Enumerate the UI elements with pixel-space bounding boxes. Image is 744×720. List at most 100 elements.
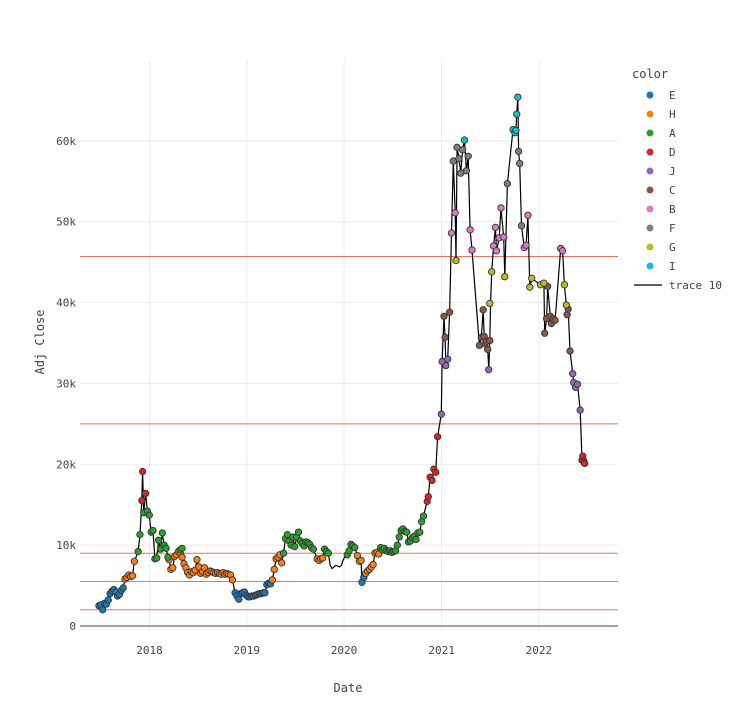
data-point-D bbox=[138, 496, 146, 505]
data-point-A bbox=[149, 526, 157, 535]
x-tick-label: 2019 bbox=[234, 644, 261, 657]
data-point-C bbox=[566, 347, 574, 355]
data-point-C bbox=[484, 345, 492, 354]
data-point-H bbox=[128, 572, 137, 580]
data-point-H bbox=[193, 556, 201, 564]
legend-label: A bbox=[669, 127, 676, 140]
data-point-I bbox=[514, 93, 522, 101]
x-tick-label: 2018 bbox=[136, 644, 163, 657]
legend-label: H bbox=[669, 108, 676, 121]
data-point-B bbox=[500, 233, 508, 241]
trace-10-line bbox=[98, 96, 586, 611]
data-point-B bbox=[558, 247, 567, 255]
legend-label: G bbox=[669, 241, 676, 254]
legend-swatch-G bbox=[646, 243, 654, 251]
data-point-J bbox=[573, 380, 582, 388]
legend-title: color bbox=[632, 67, 668, 81]
legend-label: D bbox=[669, 146, 676, 159]
data-point-A bbox=[403, 528, 411, 536]
data-point-A bbox=[178, 544, 186, 552]
data-point-H bbox=[130, 557, 139, 565]
data-point-J bbox=[485, 366, 493, 374]
data-point-D bbox=[141, 489, 150, 498]
data-point-H bbox=[357, 556, 365, 565]
data-point-A bbox=[345, 547, 353, 555]
data-point-F bbox=[517, 222, 526, 230]
data-point-D bbox=[581, 459, 589, 468]
data-point-J bbox=[569, 370, 577, 378]
data-point-G bbox=[562, 301, 570, 309]
data-point-G bbox=[528, 274, 536, 282]
y-tick-label: 10k bbox=[56, 539, 76, 552]
data-point-A bbox=[134, 547, 142, 556]
legend-swatch-C bbox=[646, 186, 654, 194]
data-point-E bbox=[98, 606, 107, 614]
legend-swatch-E bbox=[646, 91, 654, 99]
data-point-E bbox=[261, 589, 269, 597]
data-point-E bbox=[119, 584, 127, 592]
data-point-H bbox=[169, 564, 177, 572]
data-point-C bbox=[479, 306, 487, 314]
data-point-A bbox=[351, 543, 359, 552]
data-point-A bbox=[158, 529, 166, 537]
y-tick-label: 0 bbox=[69, 620, 76, 633]
legend-swatch-H bbox=[646, 110, 654, 118]
legend-label: B bbox=[669, 203, 676, 216]
data-point-H bbox=[369, 560, 377, 569]
data-point-B bbox=[451, 209, 459, 217]
data-point-D bbox=[424, 492, 432, 501]
data-point-F bbox=[503, 180, 512, 188]
legend-swatch-D bbox=[646, 148, 654, 156]
data-point-C bbox=[486, 336, 494, 345]
data-point-B bbox=[491, 223, 500, 232]
y-axis-title: Adj Close bbox=[33, 309, 47, 374]
legend-label: I bbox=[669, 260, 676, 273]
data-point-A bbox=[393, 541, 402, 549]
data-point-G bbox=[452, 256, 460, 265]
horizontal-reference-lines bbox=[80, 255, 618, 611]
data-point-D bbox=[433, 433, 442, 441]
data-point-B bbox=[524, 211, 532, 219]
y-tick-label: 50k bbox=[56, 216, 76, 229]
data-point-C bbox=[541, 329, 549, 337]
legend-swatch-B bbox=[646, 205, 654, 213]
data-point-F bbox=[455, 154, 463, 163]
data-point-A bbox=[324, 549, 332, 557]
data-point-A bbox=[136, 530, 144, 539]
data-point-J bbox=[442, 361, 450, 370]
data-point-G bbox=[486, 299, 494, 308]
data-point-I bbox=[512, 126, 520, 134]
data-point-G bbox=[488, 268, 496, 276]
legend-swatch-J bbox=[646, 167, 654, 175]
data-point-B bbox=[492, 247, 501, 255]
data-point-A bbox=[154, 536, 163, 544]
data-point-A bbox=[395, 533, 403, 541]
data-point-H bbox=[228, 576, 237, 584]
data-point-A bbox=[145, 511, 153, 519]
y-axis-ticks: 0 10k 20k 30k 40k 50k 60k bbox=[56, 135, 76, 633]
data-point-J bbox=[444, 355, 452, 363]
legend-label: C bbox=[669, 184, 676, 197]
data-point-H bbox=[278, 559, 286, 567]
data-point-H bbox=[268, 576, 277, 584]
data-point-A bbox=[153, 554, 161, 562]
data-point-C bbox=[551, 316, 559, 324]
data-point-A bbox=[294, 528, 303, 536]
data-point-H bbox=[178, 553, 186, 561]
data-point-F bbox=[516, 159, 524, 168]
data-point-D bbox=[428, 476, 436, 485]
data-point-F bbox=[464, 152, 472, 160]
data-point-F bbox=[514, 147, 523, 156]
data-point-G bbox=[540, 279, 548, 287]
data-point-I bbox=[513, 110, 521, 118]
data-point-D bbox=[138, 467, 147, 476]
y-tick-label: 40k bbox=[56, 297, 76, 310]
data-point-G bbox=[526, 283, 534, 291]
data-point-F bbox=[458, 146, 467, 154]
grid bbox=[80, 60, 618, 630]
x-tick-label: 2021 bbox=[428, 644, 455, 657]
legend-label: E bbox=[669, 89, 676, 102]
data-point-A bbox=[162, 544, 170, 552]
